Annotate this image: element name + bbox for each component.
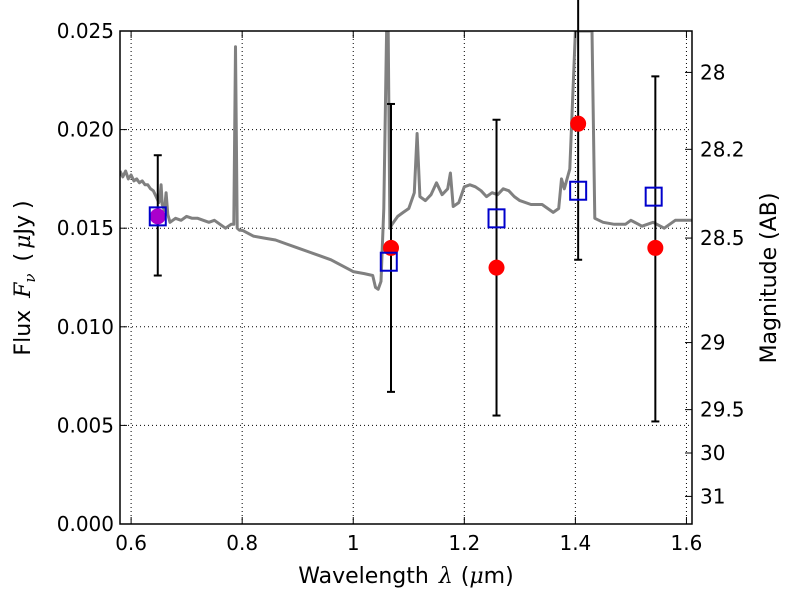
template-synthetic-point [379,251,398,272]
x-tick-label: 1.2 [448,531,480,555]
x-tick-label: 0.8 [226,531,258,555]
template-synthetic-point [148,206,167,227]
y-tick-label: 0.025 [57,19,114,43]
y-axis-ticks: 0.000 0.005 0.010 0.015 0.020 0.025 [57,19,127,536]
template-synthetic-point [569,180,588,201]
y-tick-label: 0.020 [57,118,114,142]
y-tick-label: 0.005 [57,413,114,437]
y-tick-label: 0.010 [57,315,114,339]
photometry-point [488,259,505,276]
template-synthetic-point [644,186,663,207]
photometry-point [647,239,664,256]
plot-frame [119,30,693,525]
x-tick-label: 1 [347,531,360,555]
template-spectrum-line [120,31,692,291]
right-tick-label: 28.2 [700,137,745,161]
right-tick-label: 28 [700,60,725,84]
right-tick-label: 31 [700,484,725,508]
y-tick-label: 0.015 [57,216,114,240]
y-axis-label: FluxFν(μJy) [11,200,39,355]
template-synthetic-point [487,208,506,229]
right-tick-label: 28.5 [700,226,745,250]
right-tick-label: 29.5 [700,398,745,422]
right-axis-label: Magnitude (AB) [757,193,782,364]
x-tick-label: 1.6 [671,531,703,555]
data-markers [148,115,664,276]
plot-area [120,31,692,291]
x-axis-ticks: 0.6 0.8 1 1.2 1.4 1.6 [115,31,702,555]
photometry-point [570,115,587,132]
right-axis-ticks: 28 28.2 28.5 29 29.5 30 31 [685,60,745,508]
y-tick-label: 0.000 [57,512,114,536]
x-tick-label: 0.6 [115,531,147,555]
right-tick-label: 30 [700,441,725,465]
x-axis-label: Wavelength λ (μm) [298,564,513,589]
right-tick-label: 29 [700,331,725,355]
photometry-optical-point [149,208,166,225]
x-tick-label: 1.4 [559,531,591,555]
